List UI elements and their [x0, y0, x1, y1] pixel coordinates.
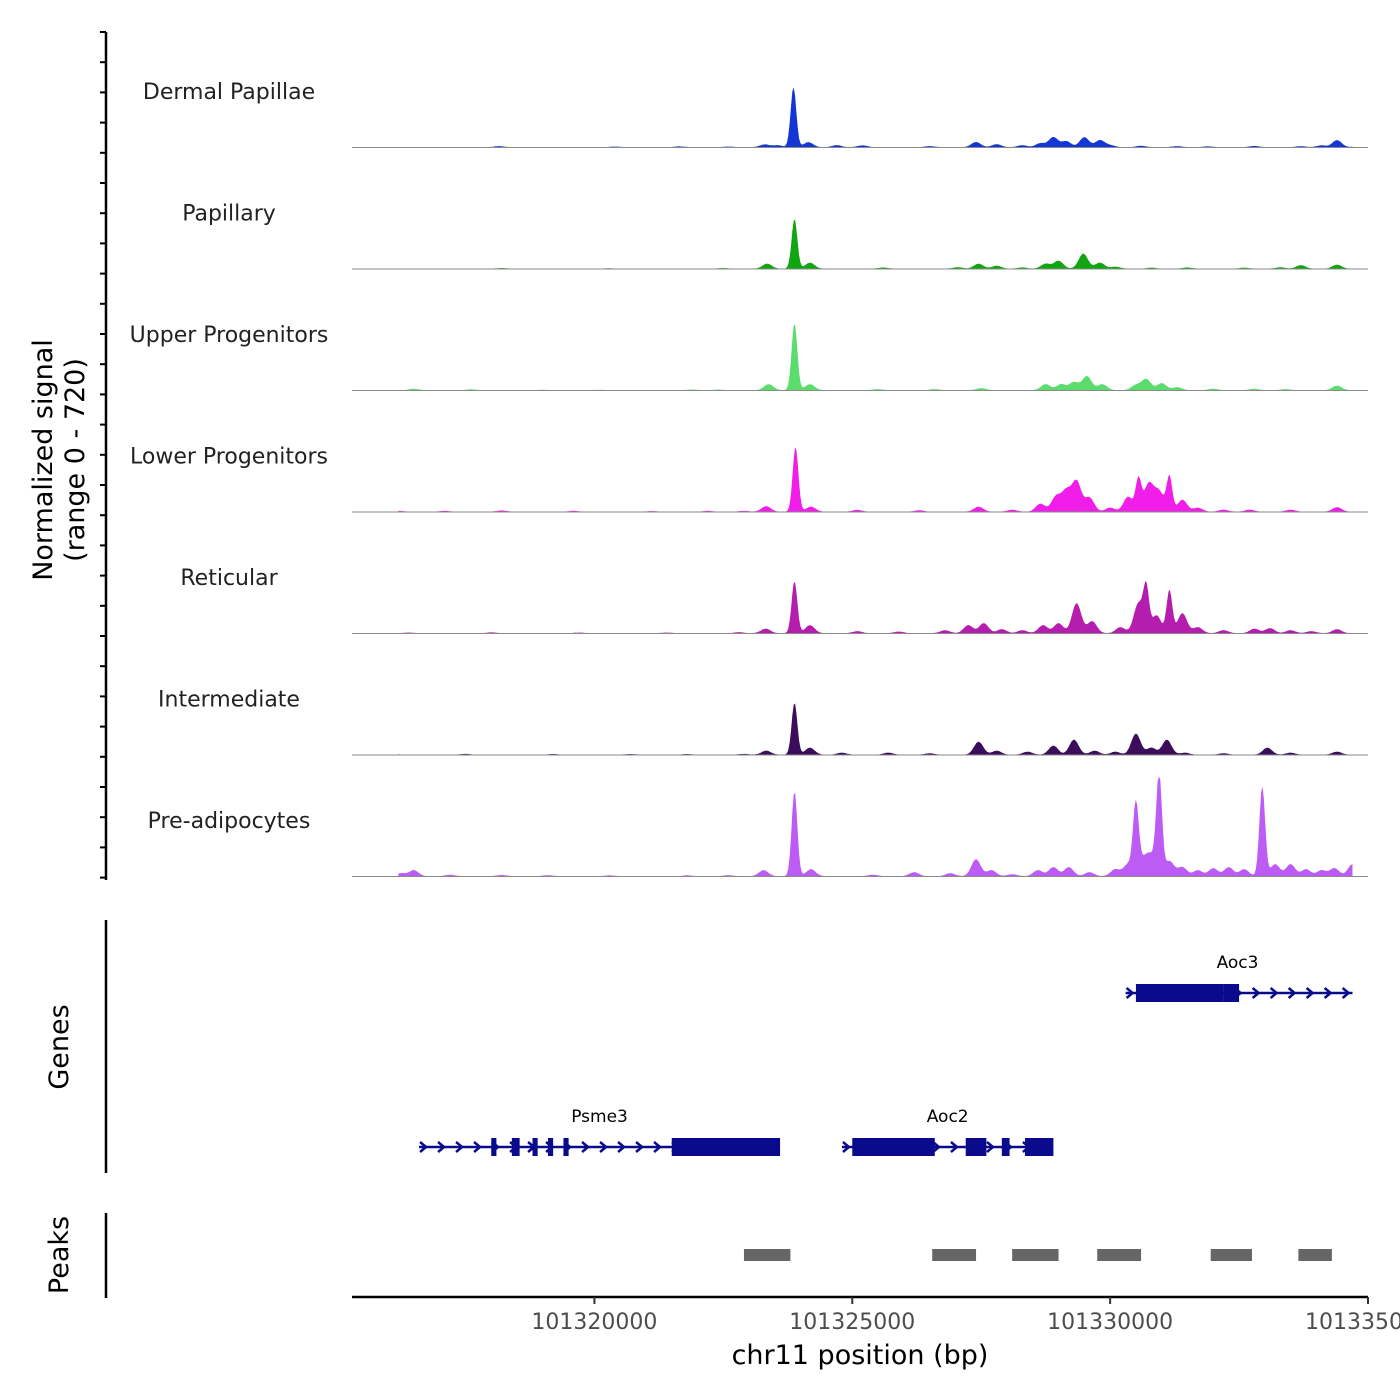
- track-label: Upper Progenitors: [130, 323, 329, 348]
- strand-arrow: [473, 1141, 482, 1153]
- gene-exon: [671, 1138, 781, 1156]
- track-label: Papillary: [182, 202, 276, 227]
- strand-arrow: [1305, 987, 1315, 999]
- gene-exon: [511, 1138, 520, 1156]
- strand-arrow: [1269, 987, 1279, 999]
- strand-arrow: [419, 1141, 428, 1153]
- signal-track: Pre-adipocytes: [148, 776, 1368, 877]
- gene-exon: [547, 1138, 554, 1156]
- signal-track: Intermediate: [158, 688, 1368, 756]
- signal-track: Papillary: [182, 202, 1368, 270]
- peak-region: [1097, 1249, 1142, 1261]
- track-label: Pre-adipocytes: [148, 809, 311, 834]
- peak-region: [1012, 1249, 1059, 1261]
- strand-arrow: [932, 1141, 941, 1153]
- strand-arrow: [842, 1141, 851, 1153]
- gene-model: Aoc2: [841, 1107, 1054, 1156]
- strand-arrow: [986, 1141, 995, 1153]
- signal-area: [398, 447, 1353, 512]
- signal-track: Reticular: [180, 566, 1368, 634]
- strand-arrow: [599, 1141, 608, 1153]
- gene-label: Psme3: [571, 1107, 628, 1127]
- track-label: Reticular: [180, 566, 278, 591]
- gene-exon: [965, 1138, 987, 1156]
- genes-track-title: Genes: [44, 1004, 75, 1089]
- signal-area: [398, 703, 1353, 755]
- gene-exon: [491, 1138, 497, 1156]
- x-tick-label: 101325000: [789, 1310, 915, 1335]
- x-tick-label: 101330000: [1047, 1310, 1173, 1335]
- x-axis: 101320000 101325000 101330000 101335000: [352, 1295, 1400, 1335]
- gene-exon: [1025, 1138, 1054, 1156]
- gene-exon: [1135, 984, 1224, 1002]
- peak-region: [1298, 1249, 1332, 1261]
- signal-area: [398, 581, 1353, 634]
- signal-area: [398, 776, 1353, 877]
- gene-model: Aoc3: [1125, 953, 1353, 1002]
- gene-exon: [852, 1138, 935, 1156]
- signal-tracks: Dermal Papillae Papillary Upper Progenitor…: [130, 80, 1368, 877]
- strand-arrow: [455, 1141, 464, 1153]
- genes-track: Aoc3 Psme3 Aoc2: [104, 920, 1353, 1173]
- strand-arrow: [635, 1141, 644, 1153]
- signal-area: [398, 87, 1353, 148]
- gene-exon: [532, 1138, 538, 1156]
- gene-model: Psme3: [419, 1107, 781, 1156]
- gene-label: Aoc3: [1217, 953, 1259, 973]
- track-label: Lower Progenitors: [130, 445, 328, 470]
- signal-area: [398, 219, 1353, 269]
- x-axis-title: chr11 position (bp): [732, 1340, 989, 1371]
- y-axis-title-line-2: (range 0 - 720): [60, 358, 91, 562]
- strand-arrow: [581, 1141, 590, 1153]
- strand-arrow: [437, 1141, 446, 1153]
- gene-label: Aoc2: [927, 1107, 969, 1127]
- y-axis-title-line-1: Normalized signal: [28, 339, 59, 581]
- gene-exon: [563, 1138, 569, 1156]
- x-tick-label: 101335000: [1305, 1310, 1400, 1335]
- signal-area: [398, 324, 1353, 391]
- track-label: Dermal Papillae: [143, 80, 315, 105]
- signal-track: Dermal Papillae: [143, 80, 1368, 148]
- signal-track: Lower Progenitors: [130, 445, 1368, 513]
- peaks-track: [104, 1213, 1332, 1298]
- peak-region: [743, 1249, 791, 1261]
- gene-exon: [1223, 984, 1240, 1002]
- gene-exon: [1001, 1138, 1010, 1156]
- track-label: Intermediate: [158, 688, 300, 713]
- strand-arrow: [617, 1141, 626, 1153]
- signal-y-axis: [100, 31, 108, 880]
- strand-arrow: [1251, 987, 1261, 999]
- peak-region: [1210, 1249, 1252, 1261]
- strand-arrow: [1125, 987, 1135, 999]
- strand-arrow: [1287, 987, 1297, 999]
- x-tick-label: 101320000: [531, 1310, 657, 1335]
- strand-arrow: [653, 1141, 662, 1153]
- strand-arrow: [1323, 987, 1333, 999]
- signal-track: Upper Progenitors: [130, 323, 1368, 391]
- strand-arrow: [950, 1141, 959, 1153]
- peak-region: [932, 1249, 977, 1261]
- peaks-track-title: Peaks: [44, 1216, 75, 1294]
- strand-arrow: [1341, 987, 1351, 999]
